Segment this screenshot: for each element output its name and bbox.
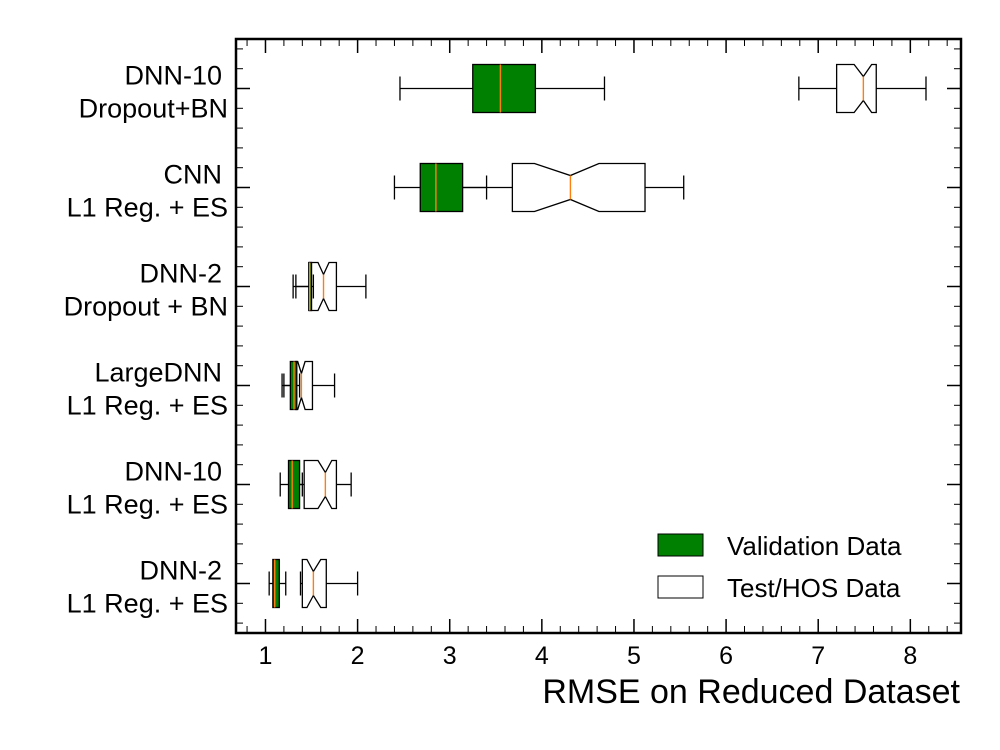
box-body: [419, 162, 464, 213]
x-tick-label: 1: [259, 642, 273, 670]
y-tick-label-line2: L1 Reg. + ES: [67, 193, 228, 223]
y-tick-label-line1: CNN: [164, 160, 223, 190]
legend-label-test: Test/HOS Data: [727, 573, 901, 603]
box-body: [287, 459, 301, 510]
y-tick-label-line2: L1 Reg. + ES: [67, 391, 228, 421]
y-tick-label-line1: DNN-10: [124, 457, 222, 487]
box-body: [272, 558, 280, 609]
box-body: [301, 558, 327, 609]
x-tick-label: 2: [351, 642, 365, 670]
box-body: [472, 63, 537, 114]
box-validation-2: [292, 261, 315, 312]
y-tick-label-line1: DNN-2: [139, 556, 222, 586]
x-tick-label: 3: [443, 642, 457, 670]
box-validation-1: [393, 162, 488, 213]
box-body: [835, 63, 877, 114]
x-tick-label: 6: [719, 642, 733, 670]
x-axis-label: RMSE on Reduced Dataset: [542, 673, 960, 711]
y-tick-label-line2: Dropout+BN: [79, 94, 228, 124]
box-body: [303, 459, 338, 510]
box-validation-0: [399, 63, 606, 114]
box-test-5: [299, 558, 359, 609]
x-tick-label: 5: [627, 642, 641, 670]
y-tick-label-line1: DNN-2: [139, 259, 222, 289]
box-body: [511, 162, 646, 213]
box-test-0: [798, 63, 927, 114]
plot-frame: [234, 37, 963, 635]
legend: Validation Data Test/HOS Data: [657, 531, 902, 603]
boxes-layer: [268, 63, 927, 609]
legend-swatch-validation: [657, 533, 704, 557]
y-tick-label-line2: Dropout + BN: [64, 292, 228, 322]
legend-label-validation: Validation Data: [727, 531, 902, 561]
x-tick-label: 7: [811, 642, 825, 670]
x-tick-label: 8: [903, 642, 917, 670]
y-tick-label-line2: L1 Reg. + ES: [67, 589, 228, 619]
y-tick-label-line1: LargeDNN: [94, 358, 222, 388]
box-validation-5: [268, 558, 287, 609]
y-tick-label-line1: DNN-10: [124, 61, 222, 91]
x-tick-label: 4: [535, 642, 549, 670]
box-validation-4: [279, 459, 303, 510]
box-validation-3: [281, 360, 301, 411]
y-tick-label-line2: L1 Reg. + ES: [67, 490, 228, 520]
legend-swatch-test: [657, 575, 704, 599]
